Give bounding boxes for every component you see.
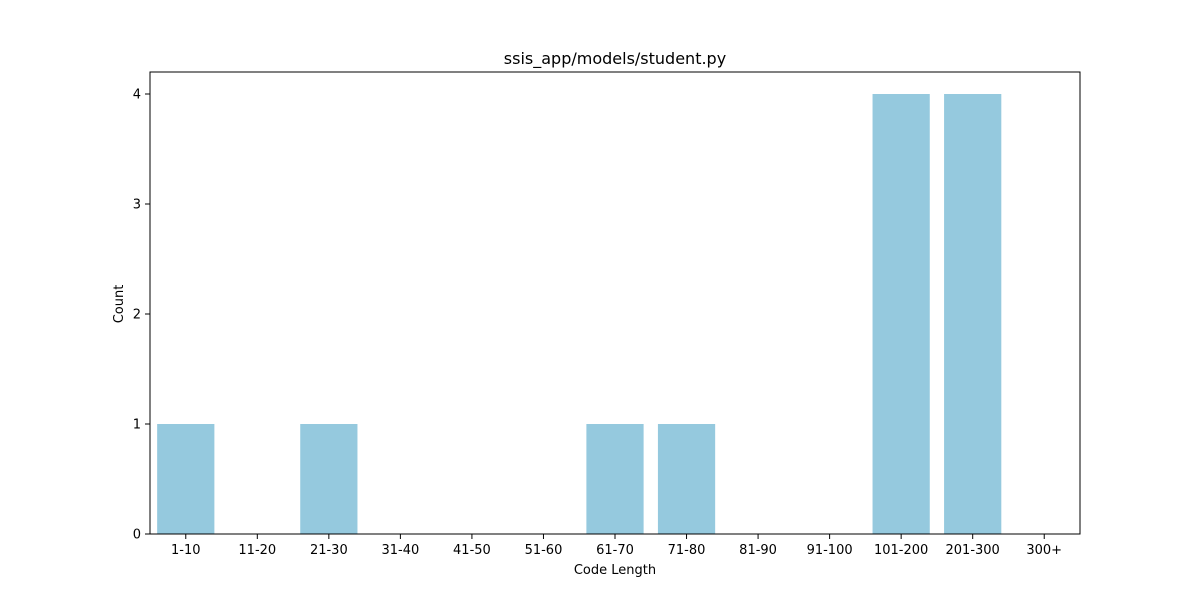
bar-61-70 [586, 424, 644, 534]
x-tick-label: 300+ [1026, 543, 1062, 558]
bar-201-300 [944, 94, 1002, 534]
bar-1-10 [157, 424, 215, 534]
chart-title: ssis_app/models/student.py [504, 49, 726, 69]
x-tick-label: 91-100 [807, 543, 853, 558]
bars-group [157, 94, 1002, 534]
y-axis-ticks: 0 1 2 3 4 [133, 88, 150, 543]
x-tick-label: 21-30 [310, 543, 348, 558]
x-tick-label: 41-50 [453, 543, 491, 558]
y-tick-label: 3 [133, 198, 141, 213]
bar-101-200 [872, 94, 930, 534]
x-tick-label: 71-80 [668, 543, 706, 558]
y-tick-label: 0 [133, 528, 141, 543]
x-tick-label: 1-10 [171, 543, 201, 558]
x-tick-label: 31-40 [381, 543, 419, 558]
x-tick-label: 201-300 [946, 543, 1000, 558]
y-tick-label: 4 [133, 88, 141, 103]
x-tick-label: 101-200 [874, 543, 928, 558]
y-tick-label: 2 [133, 308, 141, 323]
x-axis-label: Code Length [574, 563, 656, 578]
bar-21-30 [300, 424, 358, 534]
x-tick-label: 51-60 [525, 543, 563, 558]
bar-71-80 [657, 424, 716, 534]
x-tick-label: 81-90 [739, 543, 777, 558]
y-tick-label: 1 [133, 418, 141, 433]
y-axis-label: Count [112, 285, 127, 324]
x-axis-ticks: 1-10 11-20 21-30 31-40 41-50 51-60 61-70 71-80 8… [171, 534, 1062, 558]
x-tick-label: 61-70 [596, 543, 634, 558]
plot-frame [149, 71, 1081, 535]
x-tick-label: 11-20 [238, 543, 276, 558]
